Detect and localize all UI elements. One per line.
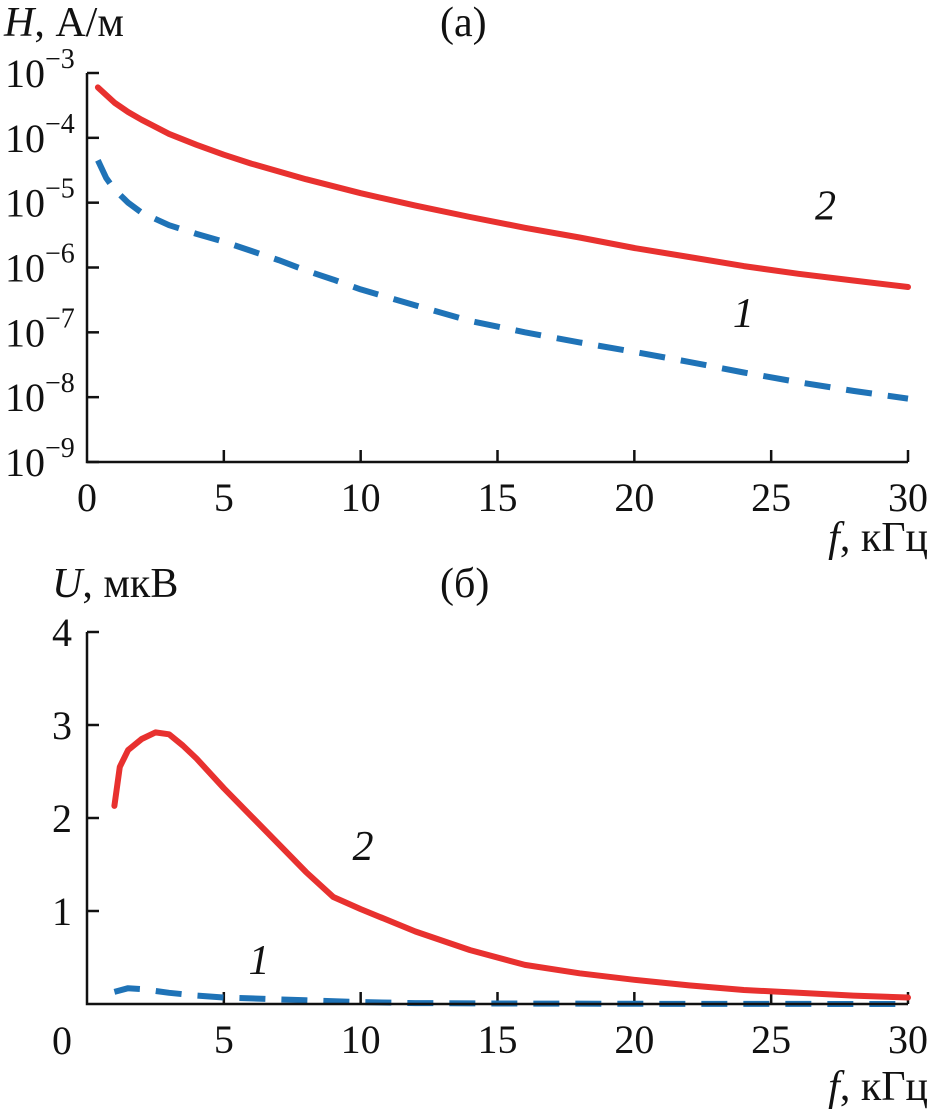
panel-a-y-tick-label: 10−5 — [5, 174, 75, 226]
panel-a-x-tick-label: 0 — [77, 475, 97, 520]
panel-b-y-tick-label: 1 — [52, 889, 72, 934]
panel-a-x-tick-label: 25 — [751, 475, 791, 520]
panel-a-ylabel-var: H — [3, 0, 37, 46]
panel-a: H, А/м (а) f, кГц 0 5 10 15 20 25 30 10−9 10−8 10… — [3, 0, 928, 561]
panel-a-ticks: 0 5 10 15 20 25 30 10−9 10−8 10−7 10−6 10−5 10−4 10−3 — [5, 44, 928, 520]
panel-b-xlabel-unit: , кГц — [840, 1064, 928, 1109]
panel-b-x-tick-label: 10 — [341, 1017, 381, 1062]
panel-a-x-tick-label: 5 — [214, 475, 234, 520]
panel-a-series-2-line — [94, 84, 911, 290]
panel-a-curve-label-2: 2 — [815, 183, 836, 229]
panel-a-curve-label-1: 1 — [733, 291, 754, 337]
panel-a-label: (а) — [440, 0, 487, 46]
panel-b-x-tick-label: 30 — [888, 1017, 928, 1062]
panel-b-label: (б) — [440, 561, 489, 607]
panel-b-y-tick-label: 3 — [52, 703, 72, 748]
panel-b-y-tick-label: 4 — [52, 610, 72, 655]
panel-b-curve-label-1: 1 — [248, 938, 269, 984]
panel-b-curve-label-2: 2 — [352, 824, 373, 870]
panel-a-x-tick-label: 15 — [478, 475, 518, 520]
panel-a-y-tick-label: 10−9 — [5, 433, 75, 485]
panel-a-xlabel-unit: , кГц — [840, 515, 928, 561]
panel-b-ylabel-unit: , мкВ — [82, 561, 178, 607]
panel-a-x-tick-label: 30 — [888, 475, 928, 520]
panel-a-xlabel: f, кГц — [828, 515, 928, 561]
panel-b-ylabel-var: U — [52, 561, 85, 607]
panel-b-y-tick-label: 2 — [52, 796, 72, 841]
panel-b-origin-label: 0 — [52, 1018, 72, 1063]
panel-b-annotations: 12 — [248, 824, 373, 984]
panel-a-y-tick-label: 10−3 — [5, 44, 75, 96]
panel-a-y-tick-label: 10−8 — [5, 368, 75, 420]
panel-b-series-2-line — [111, 729, 911, 1001]
panel-a-y-tick-label: 10−4 — [5, 109, 75, 161]
panel-a-axes — [85, 73, 908, 464]
panel-a-series-1-line — [95, 159, 909, 402]
panel-a-x-tick-label: 20 — [614, 475, 654, 520]
panel-b-x-tick-label: 15 — [478, 1017, 518, 1062]
panel-a-ylabel-unit: , А/м — [34, 0, 124, 46]
panel-a-y-tick-label: 10−6 — [5, 239, 75, 291]
panel-b-xlabel: f, кГц — [828, 1064, 928, 1109]
panel-a-ylabel: H, А/м — [3, 0, 124, 46]
panel-a-annotations: 12 — [733, 183, 836, 337]
panel-a-y-tick-label: 10−7 — [5, 303, 75, 355]
panel-b-x-tick-label: 25 — [751, 1017, 791, 1062]
panel-b-x-tick-label: 5 — [214, 1017, 234, 1062]
panel-b-axes — [85, 632, 908, 1006]
panel-a-x-tick-label: 10 — [341, 475, 381, 520]
panel-b-x-tick-label: 20 — [614, 1017, 654, 1062]
panel-b-ylabel: U, мкВ — [52, 561, 178, 607]
panel-a-series — [94, 84, 911, 402]
panel-b-series — [111, 729, 911, 1007]
